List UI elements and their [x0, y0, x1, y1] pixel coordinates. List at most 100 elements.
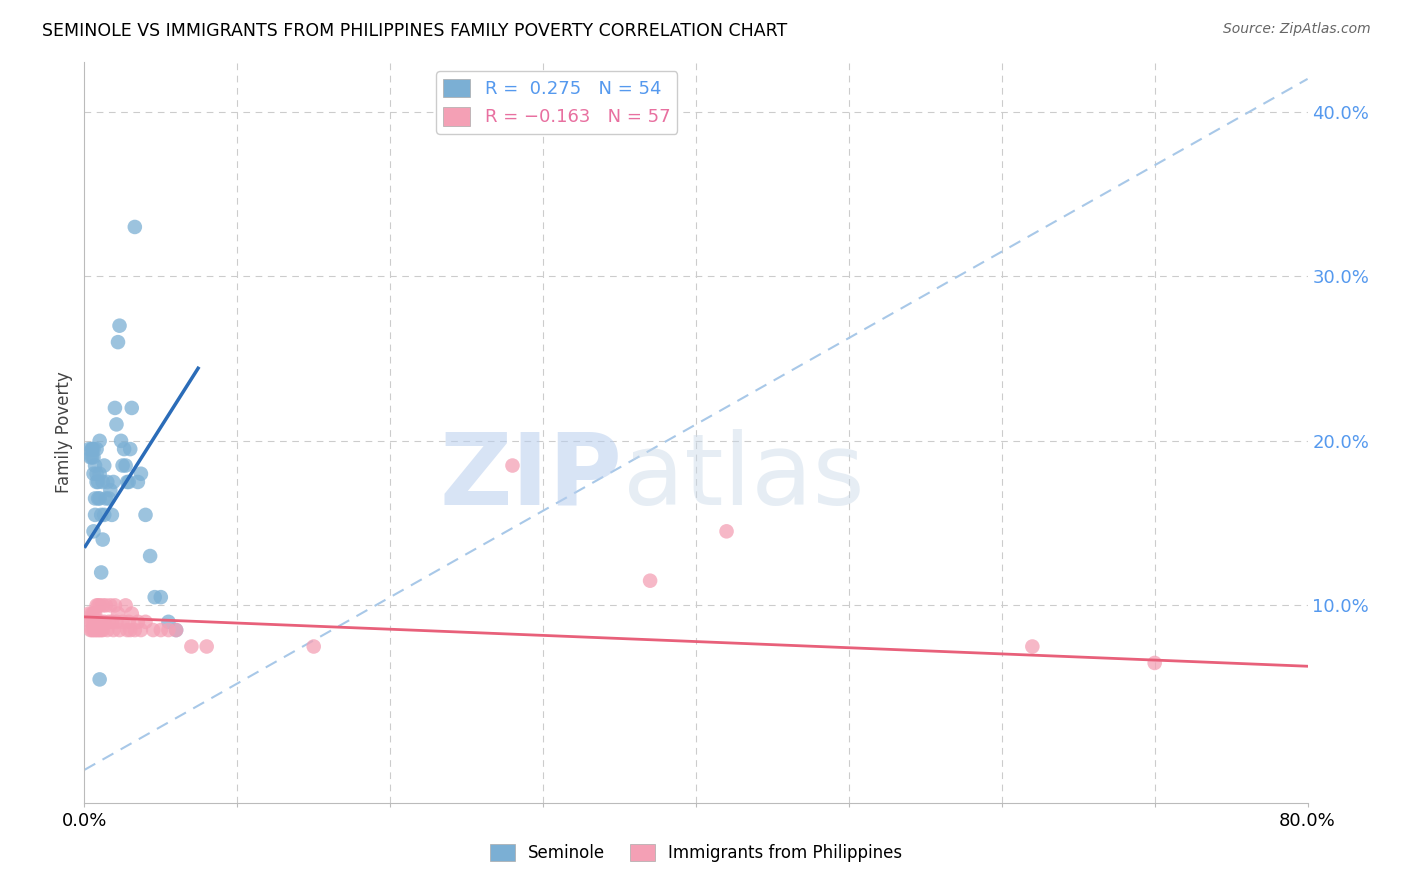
Point	[93, 458, 115, 473]
Point	[118, 615, 141, 629]
Point	[89, 673, 111, 687]
Point	[89, 467, 111, 481]
Point	[87, 623, 110, 637]
Point	[94, 491, 117, 506]
Point	[638, 574, 661, 588]
Point	[103, 623, 125, 637]
Point	[86, 475, 108, 489]
Point	[120, 623, 142, 637]
Point	[98, 483, 121, 498]
Point	[77, 442, 100, 456]
Point	[94, 599, 117, 613]
Point	[90, 508, 112, 522]
Point	[120, 442, 142, 456]
Point	[86, 623, 108, 637]
Point	[83, 450, 105, 465]
Point	[96, 475, 118, 489]
Point	[142, 623, 165, 637]
Point	[86, 599, 108, 613]
Point	[110, 434, 132, 448]
Point	[90, 566, 112, 580]
Point	[90, 623, 112, 637]
Point	[124, 623, 146, 637]
Point	[93, 508, 115, 522]
Point	[107, 607, 129, 621]
Point	[127, 615, 149, 629]
Point	[118, 475, 141, 489]
Point	[80, 442, 103, 456]
Point	[111, 458, 134, 473]
Point	[112, 442, 135, 456]
Point	[80, 442, 103, 456]
Point	[139, 549, 162, 563]
Point	[79, 450, 101, 465]
Point	[121, 401, 143, 415]
Point	[165, 623, 187, 637]
Point	[91, 623, 114, 637]
Point	[104, 401, 127, 415]
Point	[195, 640, 218, 654]
Point	[157, 623, 180, 637]
Point	[107, 335, 129, 350]
Point	[87, 491, 110, 506]
Point	[89, 623, 111, 637]
Point	[165, 623, 187, 637]
Point	[302, 640, 325, 654]
Point	[83, 467, 105, 481]
Point	[103, 475, 125, 489]
Point	[84, 615, 107, 629]
Point	[97, 615, 120, 629]
Point	[135, 508, 157, 522]
Point	[90, 615, 112, 629]
Point	[83, 623, 105, 637]
Point	[84, 458, 107, 473]
Point	[83, 442, 105, 456]
Point	[86, 442, 108, 456]
Point	[149, 623, 172, 637]
Point	[83, 607, 105, 621]
Point	[84, 508, 107, 522]
Point	[104, 599, 127, 613]
Point	[86, 615, 108, 629]
Legend: Seminole, Immigrants from Philippines: Seminole, Immigrants from Philippines	[482, 837, 910, 869]
Point	[127, 475, 149, 489]
Point	[80, 607, 103, 621]
Point	[80, 450, 103, 465]
Point	[91, 599, 114, 613]
Point	[716, 524, 738, 539]
Point	[83, 615, 105, 629]
Point	[111, 615, 134, 629]
Point	[79, 623, 101, 637]
Point	[101, 615, 124, 629]
Point	[87, 599, 110, 613]
Point	[1143, 656, 1166, 670]
Point	[105, 615, 128, 629]
Point	[98, 599, 121, 613]
Point	[108, 318, 131, 333]
Point	[84, 491, 107, 506]
Point	[77, 607, 100, 621]
Text: ZIP: ZIP	[440, 428, 623, 525]
Point	[129, 623, 152, 637]
Point	[89, 599, 111, 613]
Point	[83, 524, 105, 539]
Point	[84, 623, 107, 637]
Point	[87, 475, 110, 489]
Point	[135, 615, 157, 629]
Point	[80, 615, 103, 629]
Point	[115, 475, 138, 489]
Point	[91, 533, 114, 547]
Point	[80, 623, 103, 637]
Point	[96, 623, 118, 637]
Point	[89, 434, 111, 448]
Point	[157, 615, 180, 629]
Point	[97, 491, 120, 506]
Point	[149, 590, 172, 604]
Text: SEMINOLE VS IMMIGRANTS FROM PHILIPPINES FAMILY POVERTY CORRELATION CHART: SEMINOLE VS IMMIGRANTS FROM PHILIPPINES …	[42, 22, 787, 40]
Point	[91, 475, 114, 489]
Point	[180, 640, 202, 654]
Point	[114, 599, 136, 613]
Point	[108, 623, 131, 637]
Point	[89, 491, 111, 506]
Text: Source: ZipAtlas.com: Source: ZipAtlas.com	[1223, 22, 1371, 37]
